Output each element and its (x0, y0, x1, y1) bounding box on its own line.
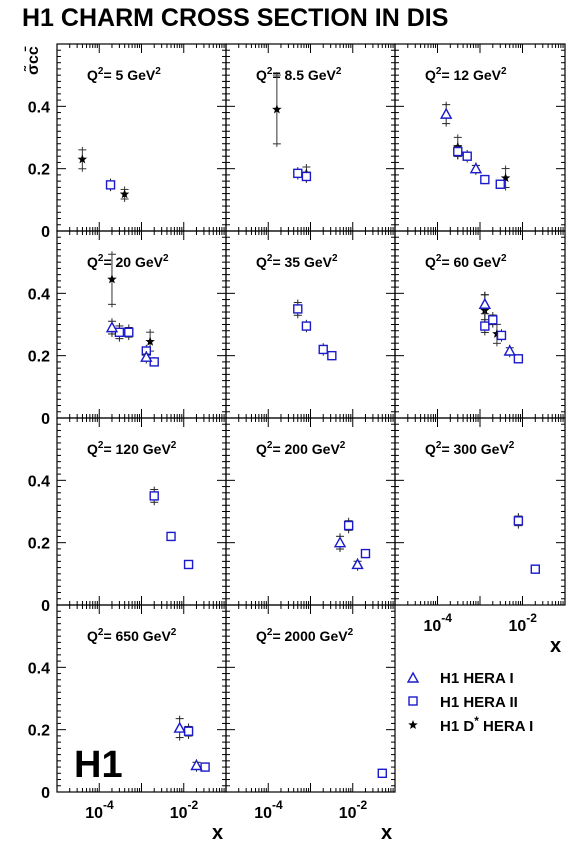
data-point-hera2 (124, 327, 134, 337)
data-point-hera2 (513, 516, 524, 526)
data-point-hera2 (301, 321, 312, 331)
panel-label: Q2= 60 GeV2 (425, 253, 507, 270)
x-tick-label: 10-2 (170, 798, 199, 822)
data-point-dstar (145, 336, 155, 346)
data-point-hera2 (496, 330, 507, 341)
legend-label: H1 D* HERA I (440, 714, 533, 735)
data-point-hera1 (173, 721, 186, 733)
data-point-hera2 (488, 315, 498, 325)
data-point-hera1 (503, 344, 516, 356)
panel: Q2= 12 GeV2 (394, 43, 566, 232)
panel-label: Q2= 12 GeV2 (425, 66, 507, 83)
data-point-hera2 (513, 354, 524, 364)
panel-label: Q2= 2000 GeV2 (256, 627, 354, 644)
data-point-hera2 (149, 491, 159, 501)
y-axis-label: σ̃cc̄ (22, 46, 42, 75)
x-tick-label: 10-2 (339, 798, 368, 822)
data-point-hera2 (360, 548, 371, 559)
legend-item: H1 HERA I (406, 670, 514, 687)
y-tick-label: 0.2 (28, 723, 50, 740)
panel-label: Q2= 200 GeV2 (256, 440, 346, 457)
panel: Q2= 2000 GeV2 (225, 604, 396, 793)
panel-label: Q2= 8.5 GeV2 (256, 66, 342, 83)
data-point-hera2 (293, 304, 303, 314)
y-tick-label: 0 (41, 411, 50, 428)
panel: Q2= 650 GeV2 (56, 604, 227, 793)
data-point-hera2 (301, 171, 312, 182)
data-point-hera2 (327, 350, 337, 361)
h1-logo: H1 (74, 744, 123, 786)
legend-label: H1 HERA II (440, 694, 518, 711)
data-point-hera2 (462, 151, 472, 161)
legend-item: H1 HERA II (408, 694, 518, 711)
x-tick-label: 10-4 (424, 611, 453, 635)
x-axis-label: x (550, 635, 561, 657)
data-point-hera1 (140, 350, 153, 362)
data-point-hera1 (333, 536, 347, 548)
data-point-hera2 (495, 179, 505, 189)
y-axis-label-text: σ̃cc̄ (22, 46, 42, 75)
panel: Q2= 200 GeV2 (225, 417, 396, 606)
data-point-hera2 (200, 762, 210, 772)
data-point-hera1 (105, 321, 119, 333)
x-tick-label: 10-4 (85, 798, 114, 822)
data-point-hera2 (480, 174, 490, 185)
data-point-hera2 (166, 531, 176, 542)
y-tick-label: 0.4 (28, 99, 50, 116)
data-point-hera2 (293, 168, 303, 179)
data-point-dstar (77, 154, 88, 164)
data-point-hera2 (377, 768, 387, 778)
panel: Q2= 35 GeV2 (225, 230, 396, 419)
data-point-hera1 (351, 558, 364, 570)
panel: Q2= 300 GeV2 (394, 417, 566, 606)
panel: Q2= 5 GeV2 (56, 43, 227, 232)
data-point-hera2 (105, 180, 116, 190)
data-point-hera2 (183, 726, 194, 736)
x-axis-label: x (212, 822, 223, 844)
data-point-dstar (107, 274, 117, 284)
panel-label: Q2= 35 GeV2 (256, 253, 338, 270)
y-tick-label: 0.2 (28, 349, 50, 366)
y-tick-label: 0 (41, 224, 50, 241)
y-tick-label: 0 (41, 785, 50, 802)
legend-triangle-icon (406, 671, 420, 683)
x-tick-label: 10-4 (254, 798, 283, 822)
legend-item: H1 D* HERA I (408, 714, 533, 735)
panel: Q2= 20 GeV2 (56, 230, 227, 419)
panel-label: Q2= 300 GeV2 (425, 440, 515, 457)
data-point-hera1 (190, 759, 203, 771)
legend-square-icon (408, 696, 418, 706)
y-tick-label: 0.2 (28, 536, 50, 553)
data-point-hera2 (343, 520, 354, 531)
y-tick-label: 0.4 (28, 286, 50, 303)
data-point-dstar (272, 104, 282, 114)
y-tick-label: 0 (41, 598, 50, 615)
chart-title: H1 CHARM CROSS SECTION IN DIS (22, 4, 449, 32)
data-point-hera1 (469, 162, 483, 174)
x-axis-label: x (381, 822, 392, 844)
panel: Q2= 120 GeV2 (56, 417, 227, 606)
data-point-hera2 (453, 146, 463, 157)
data-point-dstar (119, 189, 130, 199)
panel-label: Q2= 20 GeV2 (87, 253, 169, 270)
y-tick-label: 0.2 (28, 162, 50, 179)
data-point-hera2 (318, 344, 328, 355)
data-point-hera2 (480, 321, 490, 331)
legend-star-icon (408, 720, 418, 730)
panel: Q2= 60 GeV2 (394, 230, 566, 419)
data-point-hera2 (530, 564, 540, 574)
panel-label: Q2= 5 GeV2 (87, 66, 161, 83)
panel: Q2= 8.5 GeV2 (225, 43, 396, 232)
x-tick-label: 10-2 (509, 611, 538, 635)
y-tick-label: 0.4 (28, 473, 50, 490)
panel-label: Q2= 650 GeV2 (87, 627, 177, 644)
data-point-hera1 (478, 297, 492, 309)
data-point-hera2 (183, 559, 194, 570)
legend-label: H1 HERA I (440, 670, 514, 687)
y-tick-label: 0.4 (28, 660, 50, 677)
data-point-dstar (500, 173, 511, 183)
panel-label: Q2= 120 GeV2 (87, 440, 177, 457)
data-point-hera1 (439, 107, 453, 119)
